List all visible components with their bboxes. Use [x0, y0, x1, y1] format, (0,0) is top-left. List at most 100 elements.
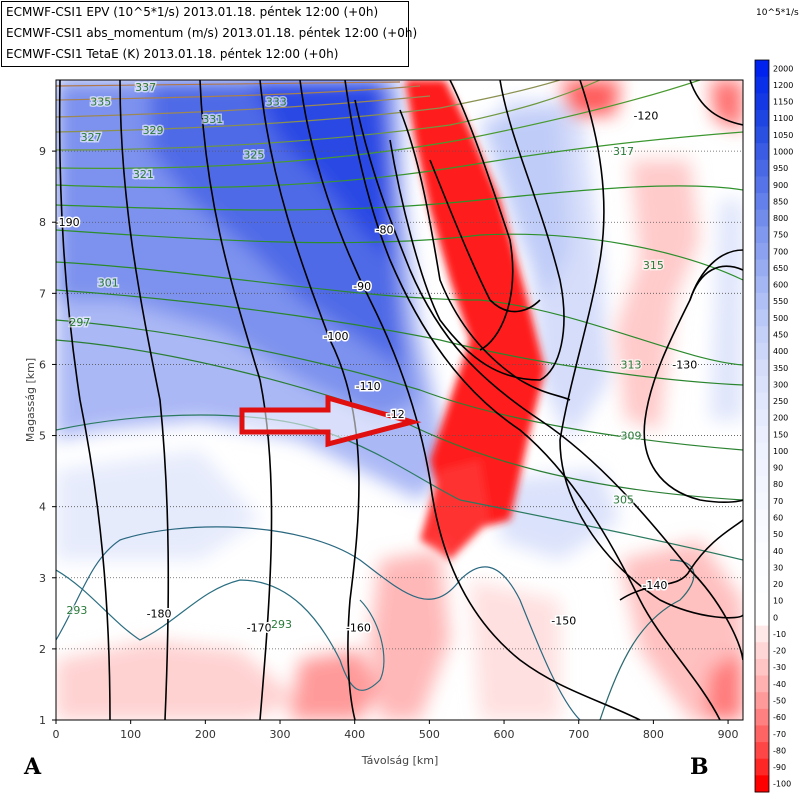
- colorbar-label: -30: [773, 663, 786, 672]
- colorbar-label: 80: [773, 480, 783, 489]
- colorbar-swatch: [755, 276, 769, 294]
- colorbar-swatch: [755, 692, 769, 710]
- x-tick-label: 500: [419, 728, 440, 741]
- colorbar-label: 900: [773, 181, 788, 190]
- theta-e-contour-label: 309: [620, 430, 641, 443]
- y-tick-label: 6: [39, 358, 46, 371]
- colorbar-label: 500: [773, 314, 788, 323]
- colorbar-swatch: [755, 243, 769, 261]
- x-tick-label: 900: [718, 728, 739, 741]
- colorbar-swatch: [755, 159, 769, 177]
- theta-e-contour-label: 333: [266, 95, 287, 108]
- colorbar-swatch: [755, 409, 769, 427]
- colorbar-label: 20: [773, 580, 783, 589]
- abs-momentum-contour-label: -100: [324, 330, 349, 343]
- abs-momentum-contour-label: -150: [551, 614, 576, 627]
- legend-line-epv: ECMWF-CSI1 EPV (10^5*1/s) 2013.01.18. pé…: [6, 5, 379, 19]
- colorbar-label: 350: [773, 364, 788, 373]
- colorbar-swatch: [755, 226, 769, 244]
- x-tick-label: 100: [120, 728, 141, 741]
- colorbar-swatch: [755, 342, 769, 360]
- colorbar-swatch: [755, 392, 769, 410]
- colorbar-swatch: [755, 193, 769, 211]
- y-tick-label: 5: [39, 430, 46, 443]
- y-tick-label: 2: [39, 643, 46, 656]
- theta-e-contour-label: 331: [202, 113, 223, 126]
- colorbar-label: 200: [773, 414, 788, 423]
- colorbar-label: 750: [773, 231, 788, 240]
- colorbar-label: 50: [773, 530, 783, 539]
- abs-momentum-contour-label: -170: [247, 622, 272, 635]
- theta-e-contour-label: 317: [613, 145, 634, 158]
- theta-e-contour-label: 335: [90, 95, 111, 108]
- colorbar-swatch: [755, 492, 769, 510]
- colorbar-swatch: [755, 126, 769, 144]
- theta-e-contour-label: 297: [69, 316, 90, 329]
- colorbar-swatch: [755, 326, 769, 344]
- colorbar-label: -90: [773, 763, 786, 772]
- colorbar-swatch: [755, 359, 769, 377]
- theta-e-contour-label: 327: [81, 131, 102, 144]
- x-tick-label: 400: [344, 728, 365, 741]
- colorbar-label: 950: [773, 164, 788, 173]
- corner-label-a: A: [24, 754, 42, 780]
- colorbar-label: -80: [773, 746, 786, 755]
- colorbar-swatch: [755, 775, 769, 793]
- colorbar-label: -50: [773, 697, 786, 706]
- colorbar-swatch: [755, 143, 769, 161]
- abs-momentum-contour-label: -12: [387, 408, 405, 421]
- y-tick-label: 4: [39, 501, 46, 514]
- legend-line-theta-e: ECMWF-CSI1 TetaE (K) 2013.01.18. péntek …: [6, 47, 339, 61]
- colorbar-label: 2000: [773, 64, 793, 73]
- colorbar-swatch: [755, 642, 769, 660]
- colorbar-label: 30: [773, 563, 783, 572]
- colorbar-swatch: [755, 176, 769, 194]
- colorbar-swatch: [755, 459, 769, 477]
- y-tick-label: 8: [39, 216, 46, 229]
- abs-momentum-contour-label: -190: [55, 216, 80, 229]
- theta-e-contours: [56, 80, 743, 720]
- x-tick-label: 0: [53, 728, 60, 741]
- colorbar-swatch: [755, 658, 769, 677]
- abs-momentum-contour-label: -130: [672, 358, 697, 371]
- colorbar-swatch: [755, 76, 769, 94]
- colorbar-label: 60: [773, 514, 783, 523]
- colorbar-unit: 10^5*1/s: [756, 8, 799, 18]
- colorbar-swatch: [755, 426, 769, 444]
- colorbar-label: 1000: [773, 148, 793, 157]
- colorbar-swatch: [755, 725, 769, 743]
- colorbar-label: 300: [773, 380, 788, 389]
- x-tick-label: 300: [270, 728, 291, 741]
- colorbar-label: -10: [773, 630, 786, 639]
- theta-e-contour-label: 325: [243, 149, 264, 162]
- theta-e-contour-label: 313: [620, 358, 641, 371]
- y-tick-label: 9: [39, 145, 46, 158]
- colorbar-label: 0: [773, 613, 778, 622]
- theta-e-contour-label: 293: [271, 618, 292, 631]
- colorbar-label: 700: [773, 247, 788, 256]
- colorbar-swatch: [755, 292, 769, 311]
- colorbar-label: -100: [773, 780, 791, 789]
- colorbar-swatch: [755, 542, 769, 560]
- colorbar-swatch: [755, 609, 769, 627]
- colorbar-label: 650: [773, 264, 788, 273]
- colorbar-label: 100: [773, 447, 788, 456]
- colorbar-label: 600: [773, 281, 788, 290]
- colorbar-label: 90: [773, 464, 783, 473]
- x-axis: 0 100 200 300 400 500 600 700 800 900: [53, 720, 739, 741]
- legend-box: ECMWF-CSI1 EPV (10^5*1/s) 2013.01.18. pé…: [1, 1, 417, 67]
- abs-momentum-contour-label: -110: [356, 380, 381, 393]
- abs-momentum-contour-label: -120: [633, 110, 658, 123]
- colorbar-label: 250: [773, 397, 788, 406]
- colorbar-label: 850: [773, 197, 788, 206]
- theta-e-contour-label: 337: [135, 81, 156, 94]
- theta-e-contour-label: 305: [613, 494, 634, 507]
- y-tick-label: 7: [39, 287, 46, 300]
- colorbar-swatch: [755, 509, 769, 527]
- abs-momentum-contour-label: -180: [147, 607, 172, 620]
- colorbar: 2000120011501100105010009509008508007507…: [754, 59, 793, 793]
- colorbar-swatch: [755, 442, 769, 460]
- colorbar-label: -70: [773, 730, 786, 739]
- colorbar-swatch: [755, 592, 769, 610]
